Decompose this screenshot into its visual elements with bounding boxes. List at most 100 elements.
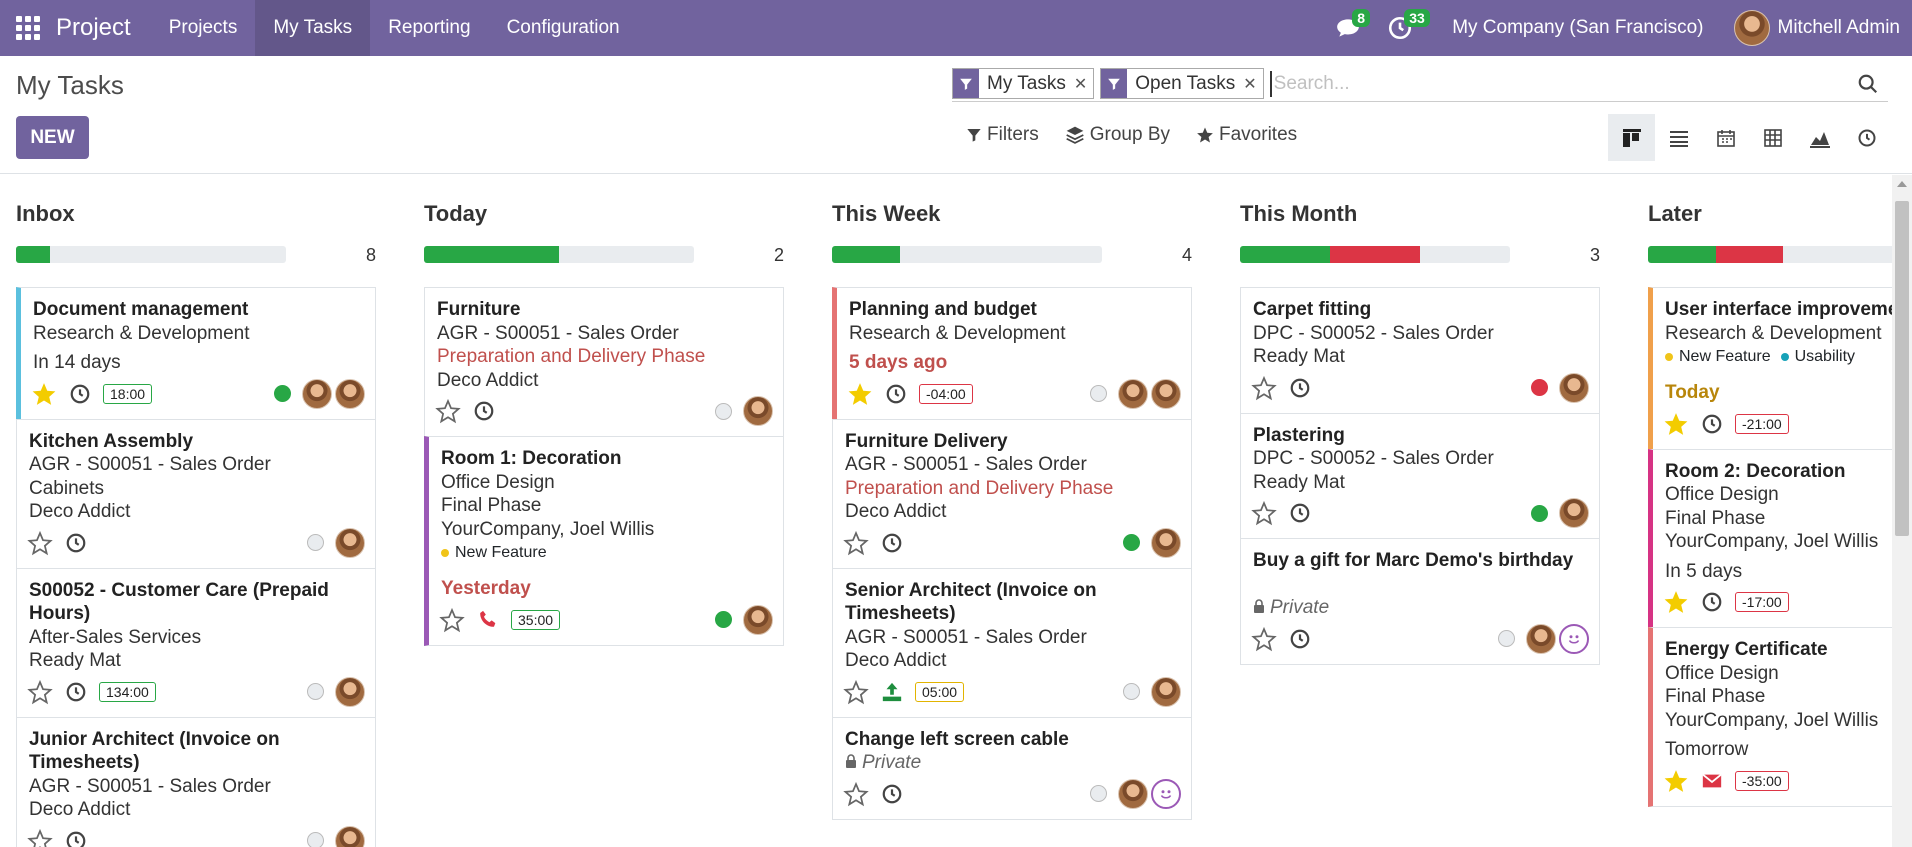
clock-icon[interactable] [885,383,907,405]
task-title[interactable]: Furniture [437,299,521,320]
star-filled-icon[interactable] [847,381,873,407]
kanban-state-indicator[interactable] [307,832,324,847]
clock-icon[interactable] [1289,502,1311,524]
task-card[interactable]: Document management Research & Developmen… [16,287,376,420]
messages-button[interactable]: 8 [1328,0,1370,56]
star-icon[interactable] [843,530,869,556]
star-icon[interactable] [439,607,465,633]
progress-segment[interactable] [424,246,559,263]
scroll-up-icon[interactable] [1897,181,1907,187]
search-input[interactable] [1269,70,1848,97]
phone-icon[interactable] [477,609,499,631]
assignee-avatar[interactable] [335,527,365,558]
task-card[interactable]: Buy a gift for Marc Demo's birthday Priva… [1240,538,1600,665]
task-title[interactable]: Change left screen cable [845,728,1069,750]
company-switcher[interactable]: My Company (San Francisco) [1452,17,1704,38]
new-button[interactable]: NEW [16,116,89,159]
column-progress-bar[interactable] [1240,246,1510,263]
clock-icon[interactable] [1701,413,1723,435]
smiley-avatar-icon[interactable] [1559,623,1589,654]
task-title[interactable]: Room 2: Decoration [1665,460,1846,482]
assignee-avatar[interactable] [1559,372,1589,403]
task-title[interactable]: Carpet fitting [1253,299,1372,320]
app-brand[interactable]: Project [56,14,131,41]
column-progress-bar[interactable] [832,246,1102,263]
kanban-state-indicator[interactable] [1123,683,1140,700]
assignee-avatar[interactable] [1118,778,1148,809]
clock-icon[interactable] [65,681,87,703]
nav-projects[interactable]: Projects [168,17,238,38]
star-filled-icon[interactable] [31,381,57,407]
kanban-state-indicator[interactable] [274,385,291,402]
kanban-state-indicator[interactable] [1531,504,1548,522]
kanban-state-indicator[interactable] [1123,534,1140,551]
star-icon[interactable] [27,530,53,556]
activities-button[interactable]: 33 [1380,0,1430,56]
list-view-icon[interactable] [1655,114,1702,161]
facet-remove-icon[interactable]: ✕ [1073,75,1088,93]
assignee-avatar[interactable] [1118,378,1148,409]
task-card[interactable]: Room 2: Decoration Office Design Final Pha… [1648,448,1892,628]
kanban-state-indicator[interactable] [715,611,732,628]
task-title[interactable]: Kitchen Assembly [29,430,194,452]
kanban-state-indicator[interactable] [1090,385,1107,402]
assignee-avatar[interactable] [743,396,773,426]
upload-icon[interactable] [881,681,903,703]
clock-icon[interactable] [1289,628,1311,650]
clock-icon[interactable] [65,830,87,847]
column-title[interactable]: This Month [1240,201,1358,226]
task-title[interactable]: Document management [33,299,249,320]
column-progress-bar[interactable] [1648,246,1892,263]
assignee-avatar[interactable] [1151,378,1181,409]
assignee-avatar[interactable] [1151,676,1181,707]
star-filled-icon[interactable] [1663,411,1689,437]
assignee-avatar[interactable] [335,825,365,847]
task-title[interactable]: Planning and budget [849,299,1037,320]
star-icon[interactable] [27,679,53,705]
scroll-thumb[interactable] [1895,201,1909,536]
nav-configuration[interactable]: Configuration [506,17,620,38]
vertical-scrollbar[interactable] [1892,175,1912,847]
task-card[interactable]: Room 1: Decoration Office Design Final Pha… [424,436,784,646]
kanban-state-indicator[interactable] [307,683,324,700]
activity-view-icon[interactable] [1843,114,1890,161]
task-card[interactable]: Kitchen Assembly AGR - S00051 - Sales Ord… [16,418,376,569]
kanban-view-icon[interactable] [1608,114,1655,161]
progress-segment[interactable] [1715,246,1783,263]
progress-segment[interactable] [16,246,50,263]
nav-my-tasks[interactable]: My Tasks [255,0,371,56]
assignee-avatar[interactable] [1151,527,1181,558]
progress-segment[interactable] [1329,246,1420,263]
task-title[interactable]: S00052 - Customer Care (Prepaid Hours) [29,579,329,624]
search-icon[interactable] [1848,73,1888,95]
task-title[interactable]: Senior Architect (Invoice on Timesheets) [845,579,1097,624]
kanban-state-indicator[interactable] [1498,630,1515,647]
task-title[interactable]: Furniture Delivery [845,430,1008,452]
star-icon[interactable] [843,781,869,807]
kanban-state-indicator[interactable] [1531,379,1548,396]
clock-icon[interactable] [69,383,91,405]
column-progress-bar[interactable] [424,246,694,263]
apps-menu-icon[interactable] [0,0,56,56]
clock-icon[interactable] [881,532,903,554]
column-title[interactable]: Later [1648,201,1702,226]
clock-icon[interactable] [1701,591,1723,613]
clock-icon[interactable] [65,532,87,554]
task-card[interactable]: Junior Architect (Invoice on Timesheets)… [16,716,376,847]
column-title[interactable]: Inbox [16,201,75,226]
column-progress-bar[interactable] [16,246,286,263]
star-icon[interactable] [843,679,869,705]
task-title[interactable]: Buy a gift for Marc Demo's birthday [1253,550,1574,571]
filters-button[interactable]: Filters [966,124,1039,146]
star-icon[interactable] [435,398,461,424]
kanban-state-indicator[interactable] [307,534,324,551]
clock-icon[interactable] [473,400,495,422]
progress-segment[interactable] [832,246,900,263]
assignee-avatar[interactable] [335,676,365,707]
task-title[interactable]: Energy Certificate [1665,639,1828,660]
assignee-avatar[interactable] [743,604,773,635]
star-icon[interactable] [1251,626,1277,652]
task-title[interactable]: User interface improvements [1665,299,1892,320]
task-card[interactable]: User interface improvementsResearch & De… [1648,287,1892,450]
user-menu[interactable]: Mitchell Admin [1733,10,1900,46]
